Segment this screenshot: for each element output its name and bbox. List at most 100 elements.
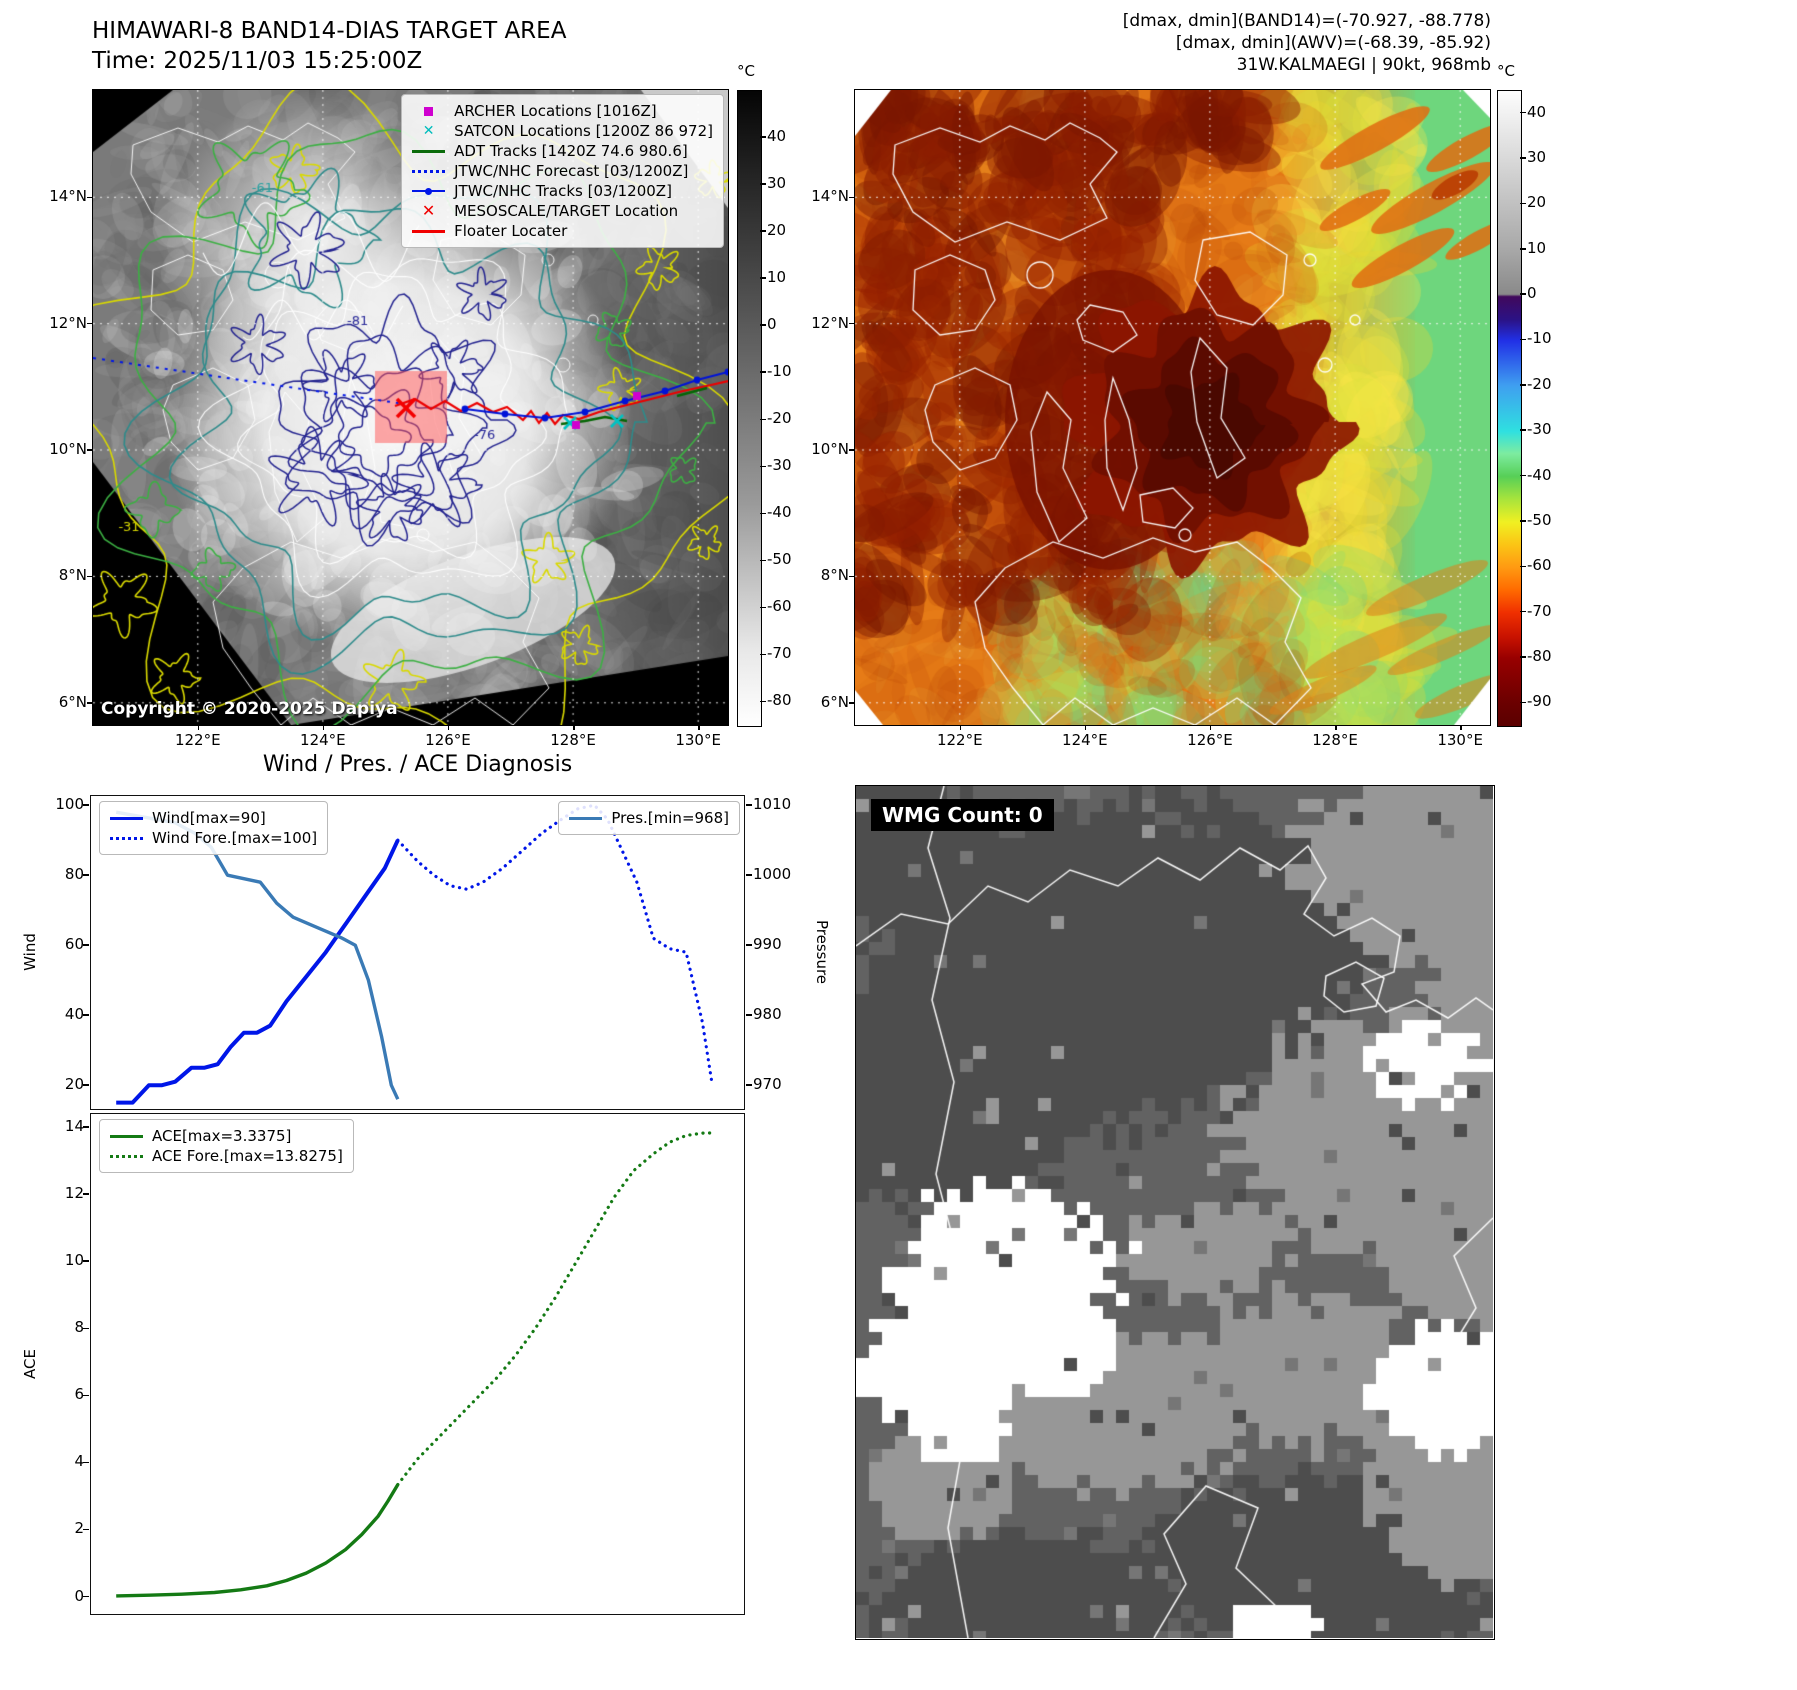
ace-max-3-3375-series xyxy=(116,1483,400,1598)
x-tick-label: 122°E xyxy=(174,731,221,749)
wind-fore-max-100-series xyxy=(396,803,714,1087)
legend-label: Floater Locater xyxy=(454,222,568,240)
colorbar-tick-label: -20 xyxy=(1527,374,1552,393)
colorbar-tick-label: 40 xyxy=(1527,102,1547,121)
colorbar-tick-mark xyxy=(760,559,766,562)
colorbar-unit-label: °C xyxy=(1497,62,1515,80)
colorbar-tick-label: 10 xyxy=(1527,238,1547,257)
awv-map-panel xyxy=(854,89,1491,726)
colorbar-unit-label: °C xyxy=(737,62,755,80)
x-tick-label: 124°E xyxy=(1062,731,1108,749)
x-tick-mark xyxy=(1460,725,1462,730)
y-tick-label: 6°N xyxy=(820,692,849,711)
colorbar-tick-mark xyxy=(1520,111,1526,114)
legend-label: ACE Fore.[max=13.8275] xyxy=(152,1147,343,1165)
dotted-line-sample xyxy=(412,169,446,173)
x-tick-label: 122°E xyxy=(936,731,983,749)
dmax-dmin-awv: [dmax, dmin](AWV)=(-68.39, -85.92) xyxy=(1175,33,1491,53)
y-tick-mark xyxy=(849,702,855,704)
colorbar-tick-label: -30 xyxy=(1527,420,1552,439)
dmax-dmin-band14: [dmax, dmin](BAND14)=(-70.927, -88.778) xyxy=(1122,11,1491,31)
x-tick-mark xyxy=(959,725,962,730)
archer-square-icon xyxy=(412,103,445,119)
colorbar-tick-mark xyxy=(1520,384,1526,386)
x-tick-mark xyxy=(573,725,575,730)
legend-label: SATCON Locations [1200Z 86 972] xyxy=(454,122,713,140)
page-title: HIMAWARI-8 BAND14-DIAS TARGET AREA xyxy=(92,18,567,44)
x-tick-label: 126°E xyxy=(1187,731,1233,749)
ace-axes xyxy=(90,1113,745,1615)
x-tick-label: 128°E xyxy=(550,731,596,749)
target-x-icon: ✕ xyxy=(421,201,436,220)
y-tick-label: 8°N xyxy=(58,566,87,585)
colorbar-tick-mark xyxy=(760,418,766,420)
colorbar-tick-mark xyxy=(760,230,766,232)
y-tick-label: 14°N xyxy=(49,187,87,206)
ace-chart xyxy=(116,1131,718,1598)
y-tick-mark xyxy=(746,804,752,806)
line-sample xyxy=(110,816,143,820)
y-tick-label: 6 xyxy=(74,1385,84,1404)
y-tick-label: 60 xyxy=(64,935,84,954)
y-tick-mark xyxy=(87,196,93,199)
wind-max-90-series xyxy=(116,839,400,1105)
colorbar-tick-label: 40 xyxy=(767,127,787,146)
y-tick-mark xyxy=(83,1327,89,1330)
y-tick-mark xyxy=(83,1528,89,1531)
colorbar-tick-label: -30 xyxy=(767,456,792,475)
y-tick-label: 10°N xyxy=(811,440,849,459)
y-tick-mark xyxy=(83,1084,89,1086)
floater-line-icon xyxy=(412,223,446,239)
timestamp: Time: 2025/11/03 15:25:00Z xyxy=(92,48,423,74)
legend-item: JTWC/NHC Tracks [03/1200Z] xyxy=(412,181,713,201)
colorbar-tick-mark xyxy=(1520,474,1526,477)
y-tick-mark xyxy=(746,1084,752,1086)
dot-marker xyxy=(425,187,433,195)
y-tick-label: 10°N xyxy=(49,440,87,459)
legend-item: ACE[max=3.3375] xyxy=(110,1126,343,1146)
colorbar-tick-label: 20 xyxy=(1527,193,1547,212)
y-tick-mark xyxy=(746,1014,752,1016)
awv-colorbar xyxy=(1497,90,1522,727)
dotted-line-sample xyxy=(110,1154,143,1158)
line-sample xyxy=(412,149,446,153)
dotted-line-sample xyxy=(110,836,143,840)
colorbar-tick-label: -40 xyxy=(1527,465,1552,484)
colorbar-tick-mark xyxy=(1520,520,1526,522)
colorbar-tick-label: -10 xyxy=(1527,329,1552,348)
x-tick-mark xyxy=(698,725,700,730)
colorbar-tick-label: -60 xyxy=(1527,556,1552,575)
x-tick-label: 128°E xyxy=(1312,731,1358,749)
band14-colorbar xyxy=(737,90,762,727)
x-tick-mark xyxy=(197,725,200,730)
y-tick-label: 4 xyxy=(74,1452,84,1471)
y-tick-label: 40 xyxy=(64,1005,84,1024)
pres-min-968-series xyxy=(115,810,400,1100)
y-tick-mark xyxy=(83,1461,89,1464)
y-tick-label: 8 xyxy=(74,1318,84,1337)
y-tick-mark xyxy=(849,449,855,451)
y-tick-label: 990 xyxy=(753,935,782,954)
y-tick-mark xyxy=(87,575,93,578)
legend-item: Pres.[min=968] xyxy=(569,808,729,828)
square-marker xyxy=(424,106,434,116)
dotted-line-icon xyxy=(110,830,143,846)
jtwc-forecast-line-icon xyxy=(412,163,446,179)
colorbar-tick-mark xyxy=(1520,157,1526,159)
wmg-map-panel xyxy=(855,785,1495,1640)
y-tick-label: 80 xyxy=(64,865,84,884)
colorbar-tick-mark xyxy=(1520,565,1526,567)
legend-label: JTWC/NHC Forecast [03/1200Z] xyxy=(454,162,689,180)
y-tick-mark xyxy=(83,1394,89,1397)
legend-item: Wind Fore.[max=100] xyxy=(110,828,317,848)
y-tick-label: 0 xyxy=(74,1586,84,1605)
legend-item: Floater Locater xyxy=(412,221,713,241)
storm-header: [dmax, dmin](BAND14)=(-70.927, -88.778) … xyxy=(850,10,1491,76)
colorbar-tick-label: -10 xyxy=(767,362,792,381)
y-tick-label: 1010 xyxy=(753,795,792,814)
colorbar-tick-mark xyxy=(1520,429,1526,431)
y-tick-label: 12°N xyxy=(49,313,87,332)
colorbar-tick-label: -70 xyxy=(767,644,792,663)
colorbar-tick-mark xyxy=(760,700,766,703)
